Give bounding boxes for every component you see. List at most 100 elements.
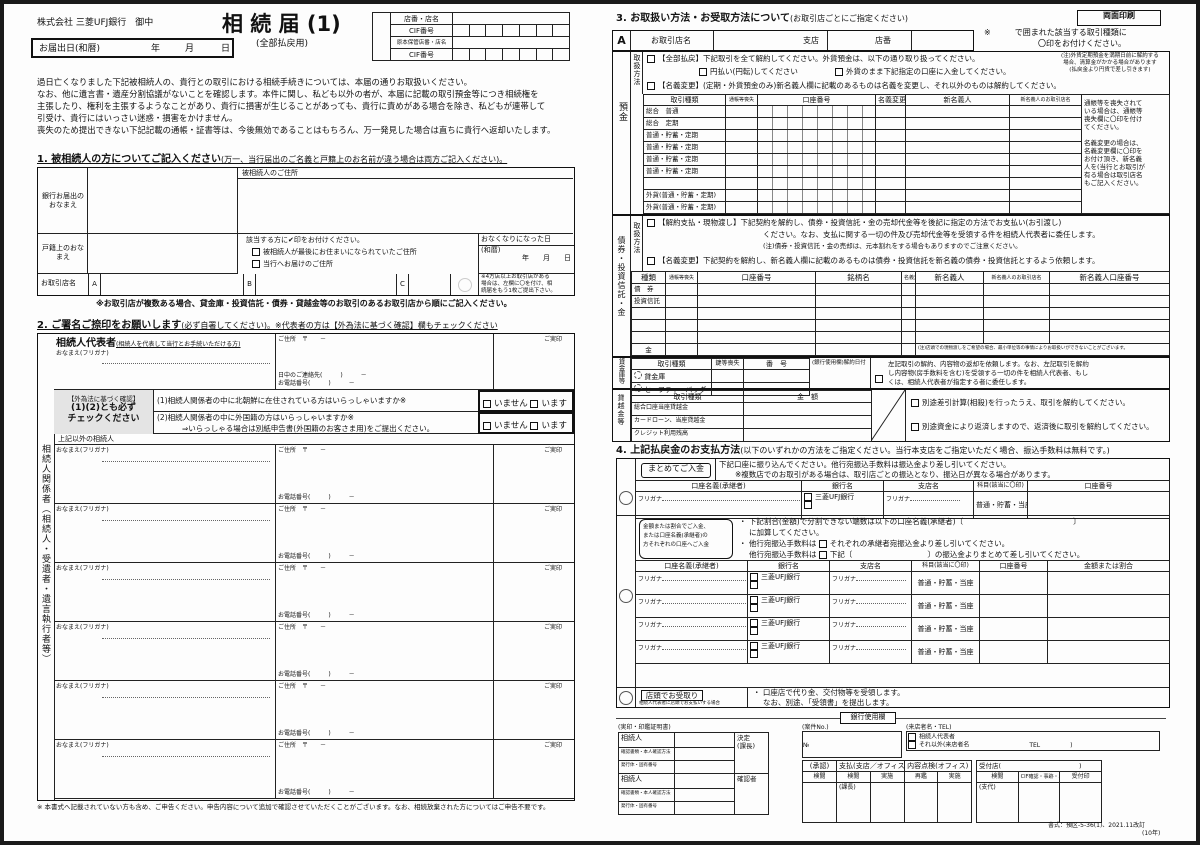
- od-amount[interactable]: [743, 415, 872, 429]
- lost-cell[interactable]: [725, 177, 758, 190]
- name-input[interactable]: おなまえ(フリガナ): [54, 681, 276, 740]
- checkbox[interactable]: [908, 733, 916, 741]
- lost-cell[interactable]: [725, 153, 758, 166]
- lump-radio[interactable]: [619, 491, 633, 505]
- holder-input[interactable]: フリガナ: [635, 617, 748, 641]
- bond-cell[interactable]: [697, 307, 816, 320]
- od-opt-repay[interactable]: 別途資金により返済しますので、返済後に取引を解約してください。: [911, 422, 1154, 432]
- bond-cell[interactable]: [815, 283, 902, 296]
- checkbox[interactable]: [750, 596, 758, 604]
- seal-area[interactable]: [494, 445, 574, 504]
- amount-input[interactable]: [1047, 571, 1170, 595]
- address-input[interactable]: ご住所 〒 － お電話番号( ) －: [276, 622, 494, 681]
- store-pickup-option[interactable]: 店頭でお受取り: [641, 690, 703, 701]
- stamp-cell[interactable]: [869, 782, 905, 823]
- new-holder-branch-cell[interactable]: [1009, 177, 1082, 190]
- checkbox[interactable]: [647, 55, 655, 63]
- checkbox[interactable]: [699, 68, 707, 76]
- new-holder-cell[interactable]: [905, 153, 1010, 166]
- bond-cell[interactable]: [901, 283, 916, 296]
- store-radio[interactable]: [619, 691, 633, 705]
- bond-cell[interactable]: [915, 283, 984, 296]
- digit-cell[interactable]: [468, 48, 487, 61]
- digit-cell[interactable]: [552, 48, 570, 61]
- rename-cell[interactable]: [875, 201, 906, 214]
- visitor-rep[interactable]: 相続人代表者: [908, 733, 1158, 741]
- new-holder-cell[interactable]: [905, 177, 1010, 190]
- mufg-option[interactable]: 三菱UFJ銀行: [750, 619, 827, 627]
- lump-sum-option[interactable]: まとめてご入金: [641, 463, 711, 478]
- stamp-cell[interactable]: [1059, 782, 1102, 823]
- name-input[interactable]: 相続人代表者(相続人を代表して当行とお手続いただける方) おなまえ(フリガナ): [54, 334, 276, 390]
- bond-cell[interactable]: [901, 331, 916, 344]
- new-holder-cell[interactable]: [905, 141, 1010, 154]
- lost-cell[interactable]: [725, 189, 758, 202]
- office-box-input[interactable]: [452, 12, 570, 25]
- answer-yes[interactable]: います: [530, 399, 567, 409]
- lost-cell[interactable]: [725, 165, 758, 178]
- seal-area[interactable]: [494, 563, 574, 622]
- new-holder-branch-cell[interactable]: [1009, 201, 1082, 214]
- digit-cell[interactable]: [552, 24, 570, 37]
- checkbox[interactable]: [750, 642, 758, 650]
- id-row-input[interactable]: [674, 773, 735, 789]
- safe-opt[interactable]: [875, 368, 886, 387]
- digit-cell[interactable]: [452, 48, 470, 61]
- name-input[interactable]: おなまえ(フリガナ): [54, 563, 276, 622]
- bond-cell[interactable]: [915, 295, 984, 308]
- od-type[interactable]: クレジット利用残高: [631, 428, 744, 442]
- rename-cell[interactable]: [875, 177, 906, 190]
- digit-cell[interactable]: [535, 24, 554, 37]
- koseki-name-input[interactable]: [88, 234, 238, 274]
- branch-input[interactable]: フリガナ: [829, 617, 912, 641]
- case-no-input[interactable]: №: [802, 731, 902, 758]
- kamoku-select[interactable]: 普通・貯蓄・当座: [973, 491, 1028, 519]
- checkbox[interactable]: [483, 421, 491, 430]
- lost-cell[interactable]: [725, 141, 758, 154]
- bond-type[interactable]: 投資信託: [631, 295, 666, 308]
- answer-yes[interactable]: います: [530, 421, 567, 431]
- deposit-opt-rename[interactable]: 【名義変更】(定期・外貨預金のみ)新名義人欄に記載のあるものは名義を変更し、それ…: [647, 81, 1061, 91]
- checkbox[interactable]: [483, 399, 491, 408]
- checkbox[interactable]: [911, 423, 919, 431]
- new-holder-branch-cell[interactable]: [1009, 105, 1082, 118]
- address-input[interactable]: ご住所 〒 － お電話番号( ) －: [276, 740, 494, 799]
- kamoku-select[interactable]: 普通・貯蓄・当座: [911, 594, 980, 618]
- address-input[interactable]: [238, 178, 573, 234]
- bond-cell[interactable]: [665, 319, 698, 332]
- checkbox[interactable]: [750, 619, 758, 627]
- bank-select[interactable]: 三菱UFJ銀行: [747, 594, 830, 618]
- answer-no[interactable]: いません: [483, 399, 528, 409]
- safe-cell[interactable]: [711, 369, 744, 383]
- account-number-cell[interactable]: [757, 153, 876, 166]
- visitor-other[interactable]: それ以外(来店者名 TEL ): [908, 741, 1158, 749]
- branch-input[interactable]: フリガナ: [829, 571, 912, 595]
- account-number-input[interactable]: [1027, 491, 1170, 519]
- bank-select[interactable]: 三菱UFJ銀行: [747, 640, 830, 664]
- kamoku-select[interactable]: 普通・貯蓄・当座: [911, 571, 980, 595]
- id-row-input[interactable]: [674, 760, 735, 774]
- new-holder-branch-cell[interactable]: [1009, 141, 1082, 154]
- lost-cell[interactable]: [725, 129, 758, 142]
- deposit-type[interactable]: 普通・貯蓄・定期: [643, 129, 726, 142]
- bond-type[interactable]: [631, 319, 666, 332]
- new-holder-branch-cell[interactable]: [1009, 153, 1082, 166]
- tenban-input[interactable]: [911, 31, 973, 50]
- checkbox[interactable]: [804, 501, 812, 509]
- holder-input[interactable]: フリガナ: [635, 571, 748, 595]
- seal-area[interactable]: [494, 622, 574, 681]
- new-holder-branch-cell[interactable]: [1009, 117, 1082, 130]
- checkbox[interactable]: [750, 650, 758, 658]
- checkbox[interactable]: [911, 399, 919, 407]
- od-opt-offset[interactable]: 別途差引計算(相殺)を行ったうえ、取引を解約してください。: [911, 398, 1130, 408]
- deposit-opt-fx[interactable]: 外貨のまま下記指定の口座に入金してください。: [835, 67, 1011, 77]
- bond-cell[interactable]: [665, 307, 698, 320]
- od-amount[interactable]: [743, 428, 872, 442]
- mufg-option[interactable]: 三菱UFJ銀行: [750, 573, 827, 581]
- od-amount[interactable]: [743, 402, 872, 416]
- new-holder-cell[interactable]: [905, 117, 1010, 130]
- checkbox[interactable]: [530, 421, 539, 430]
- bond-cell[interactable]: [815, 319, 902, 332]
- checkbox[interactable]: [875, 374, 883, 383]
- holder-input[interactable]: フリガナ: [635, 640, 748, 664]
